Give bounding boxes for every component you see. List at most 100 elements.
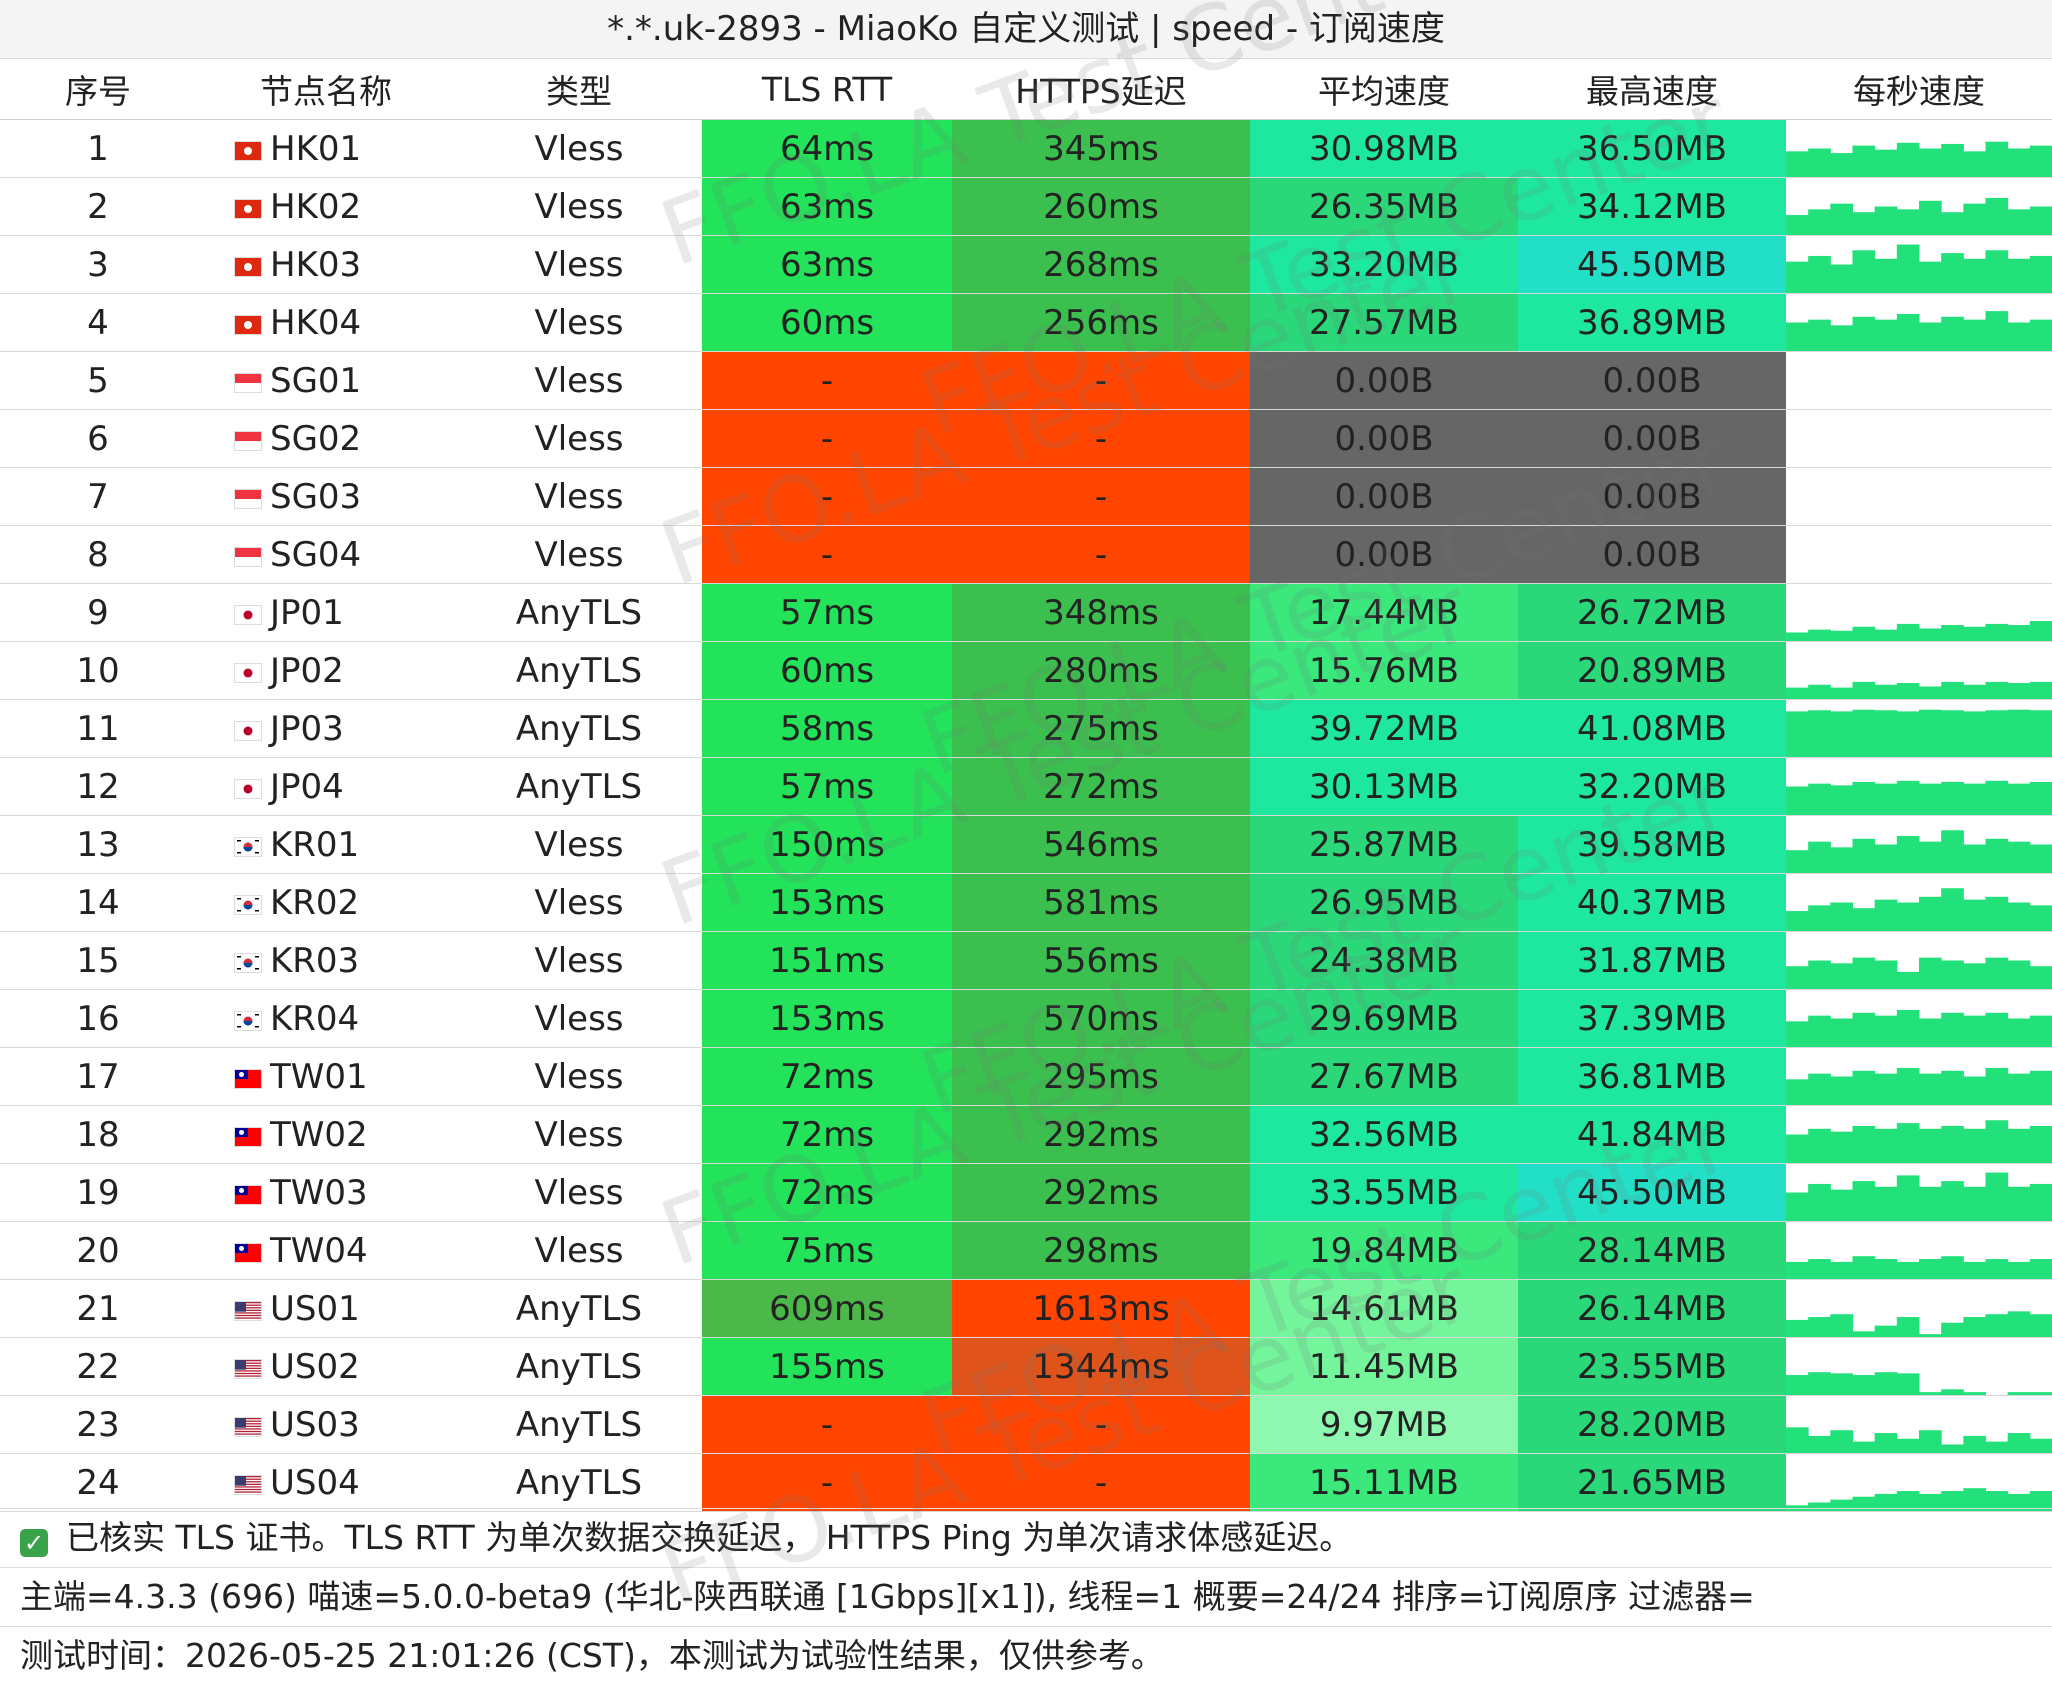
footer-line-cert: ✓ 已核实 TLS 证书。TLS RTT 为单次数据交换延迟， HTTPS Pin… (0, 1508, 2052, 1567)
avg-speed-cell: 0.00B (1250, 351, 1518, 410)
sparkline-bar (1919, 1493, 1942, 1511)
sparkline-bar (1941, 625, 1964, 641)
sparkline-bar (1786, 1079, 1809, 1105)
https-latency-cell: - (952, 351, 1250, 410)
speed-sparkline (1786, 957, 2052, 989)
sparkline-bar (1808, 1183, 1831, 1221)
sparkline-bar (2029, 206, 2052, 235)
node-name: US03 (270, 1404, 360, 1445)
sparkline-bar (1874, 1433, 1898, 1453)
sparkline-bar (1830, 847, 1853, 873)
sparkline-bar (1830, 153, 1853, 177)
sparkline-bar (2029, 1070, 2052, 1105)
https-latency-cell: 275ms (952, 699, 1250, 758)
table-row: 13 KR01 Vless 150ms 546ms 25.87MB 39.58MB (0, 815, 2052, 874)
col-header-tls-rtt: TLS RTT (702, 59, 952, 120)
sparkline-bar (1852, 145, 1876, 177)
speed-sparkline (1786, 141, 2052, 177)
node-name: SG02 (270, 418, 362, 459)
sparkline-bar (1852, 1331, 1876, 1337)
sparkline-bar (1896, 209, 1920, 235)
flag-sg-icon (234, 361, 270, 401)
sparkline-bar (1830, 1430, 1853, 1453)
table-row: 9 JP01 AnyTLS 57ms 348ms 17.44MB 26.72MB (0, 583, 2052, 642)
https-latency-cell: 570ms (952, 989, 1250, 1048)
sparkline-bar (1874, 844, 1898, 873)
tls-rtt-cell: 57ms (702, 583, 952, 642)
flag-us-icon (234, 1289, 270, 1329)
sparkline-bar (1963, 626, 1986, 641)
table-row: 16 KR04 Vless 153ms 570ms 29.69MB 37.39MB (0, 989, 2052, 1048)
sparkline-bar (1896, 1438, 1920, 1453)
node-name: SG04 (270, 534, 362, 575)
sparkline-bar (1963, 1186, 1986, 1221)
avg-speed-cell: 15.76MB (1250, 641, 1518, 700)
node-type: Vless (456, 525, 702, 584)
speed-sparkline (1786, 1120, 2052, 1163)
node-name: SG01 (270, 360, 362, 401)
node-name-cell: TW01 (196, 1047, 456, 1106)
flag-kr-icon (234, 883, 270, 923)
node-type: Vless (456, 873, 702, 932)
sparkline-bar (1963, 684, 1986, 699)
node-name-cell: TW02 (196, 1105, 456, 1164)
table-row: 6 SG02 Vless - -0.00B 0.00B (0, 409, 2052, 468)
sparkline-bar (1808, 319, 1831, 351)
per-second-speed-cell (1786, 293, 2052, 352)
node-name-cell: JP03 (196, 699, 456, 758)
table-row: 3 HK03 Vless 63ms 268ms 33.20MB 45.50MB (0, 235, 2052, 294)
sparkline-bar (1786, 261, 1809, 293)
node-name-cell: JP01 (196, 583, 456, 642)
max-speed-cell: 41.08MB (1518, 699, 1786, 758)
footer: ✓ 已核实 TLS 证书。TLS RTT 为单次数据交换延迟， HTTPS Pin… (0, 1508, 2052, 1685)
sparkline-bar (1941, 1491, 1964, 1511)
sparkline-bar (2007, 1433, 2031, 1453)
table-row: 1 HK01 Vless 64ms 345ms 30.98MB 36.50MB (0, 119, 2052, 178)
sparkline-bar (1896, 244, 1920, 293)
node-name-cell: SG02 (196, 409, 456, 468)
node-name-cell: US03 (196, 1395, 456, 1454)
https-latency-cell: - (952, 1395, 1250, 1454)
sparkline-bar (1963, 258, 1986, 293)
tls-rtt-cell: 150ms (702, 815, 952, 874)
sparkline-bar (2029, 319, 2052, 351)
sparkline-bar (2007, 841, 2031, 873)
speed-sparkline (1786, 1172, 2052, 1221)
node-name-cell: JP04 (196, 757, 456, 816)
max-speed-cell: 20.89MB (1518, 641, 1786, 700)
sparkline-bar (1874, 258, 1898, 293)
avg-speed-cell: 33.20MB (1250, 235, 1518, 294)
per-second-speed-cell (1786, 1163, 2052, 1222)
tls-rtt-cell: - (702, 351, 952, 410)
sparkline-bar (2029, 621, 2052, 641)
sparkline-bar (1786, 687, 1809, 699)
sparkline-bar (1808, 209, 1831, 235)
max-speed-cell: 45.50MB (1518, 1163, 1786, 1222)
tls-rtt-cell: 75ms (702, 1221, 952, 1280)
per-second-speed-cell (1786, 1047, 2052, 1106)
https-latency-cell: - (952, 525, 1250, 584)
row-index: 8 (0, 525, 196, 584)
sparkline-bar (2029, 681, 2052, 699)
per-second-speed-cell (1786, 873, 2052, 932)
sparkline-bar (1786, 1261, 1809, 1279)
sparkline-bar (1808, 905, 1831, 931)
avg-speed-cell: 27.67MB (1250, 1047, 1518, 1106)
sparkline-bar (1874, 960, 1898, 989)
sparkline-bar (1963, 1435, 1986, 1453)
max-speed-cell: 37.39MB (1518, 989, 1786, 1048)
node-name: KR01 (270, 824, 360, 865)
flag-hk-icon (234, 129, 270, 169)
sparkline-bar (1985, 957, 2009, 989)
speed-sparkline (1786, 244, 2052, 293)
row-index: 20 (0, 1221, 196, 1280)
sparkline-bar (1852, 838, 1876, 873)
https-latency-cell: 256ms (952, 293, 1250, 352)
row-index: 1 (0, 119, 196, 178)
table-header-row: 序号 节点名称 类型 TLS RTT HTTPS延迟 平均速度 最高速度 每秒速… (0, 59, 2052, 120)
sparkline-bar (2029, 844, 2052, 873)
per-second-speed-cell (1786, 525, 2052, 584)
sparkline-bar (1830, 264, 1853, 293)
sparkline-bar (1786, 1021, 1809, 1047)
per-second-speed-cell (1786, 583, 2052, 642)
